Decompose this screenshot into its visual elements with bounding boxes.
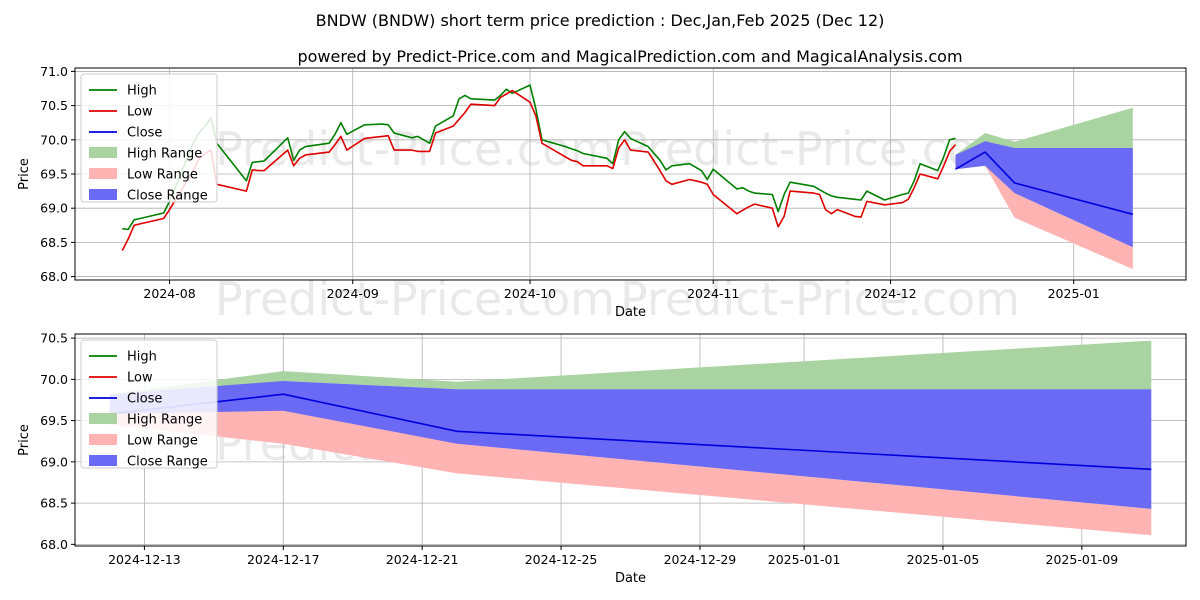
plot-frame bbox=[74, 333, 1187, 547]
legend: High Low Close High Range Low Range Close Ran… bbox=[80, 73, 218, 204]
y-tick-label: 69.0 bbox=[40, 201, 68, 216]
chart-subtitle: powered by Predict-Price.com and Magical… bbox=[297, 47, 962, 66]
x-tick-label: 2025-01-05 bbox=[907, 552, 980, 567]
x-tick-label: 2024-12-25 bbox=[525, 552, 598, 567]
legend-label: Low bbox=[127, 371, 153, 386]
x-axis-label: Date bbox=[615, 305, 646, 320]
legend-label: Close bbox=[127, 392, 162, 407]
watermark-text: Predict-Price.com bbox=[620, 122, 1020, 176]
watermark-text: Predict-Price.com bbox=[215, 272, 615, 326]
legend-swatch-close-range bbox=[89, 455, 117, 466]
y-axis-label: Price bbox=[17, 424, 32, 456]
legend-label: High Range bbox=[127, 147, 202, 162]
x-tick-label: 2024-12-13 bbox=[108, 552, 181, 567]
watermark-text: Predict-Price.com bbox=[620, 272, 1020, 326]
legend-label: High Range bbox=[127, 413, 202, 428]
high-range-band bbox=[109, 340, 1152, 411]
x-tick-label: 2024-08 bbox=[143, 286, 195, 301]
x-tick-label: 2024-12 bbox=[864, 286, 916, 301]
y-tick-label: 70.0 bbox=[40, 372, 68, 387]
legend-label: Low bbox=[127, 105, 153, 120]
legend-swatch-low-range bbox=[89, 168, 117, 179]
bottom-panel: Predict-Price.comPredict-Price.com2024-1… bbox=[17, 331, 1187, 586]
y-tick-label: 68.0 bbox=[40, 269, 68, 284]
legend-label: Close bbox=[127, 126, 162, 141]
legend-swatch-low-range bbox=[89, 434, 117, 445]
legend-label: Low Range bbox=[127, 168, 198, 183]
x-tick-label: 2024-12-21 bbox=[386, 552, 459, 567]
legend-swatch-high-range bbox=[89, 413, 117, 424]
legend-swatch-high-range bbox=[89, 147, 117, 158]
y-tick-label: 68.5 bbox=[40, 496, 68, 511]
legend-label: Close Range bbox=[127, 455, 208, 470]
legend-label: Low Range bbox=[127, 434, 198, 449]
high-series-line bbox=[122, 84, 956, 231]
x-tick-label: 2025-01-01 bbox=[768, 552, 841, 567]
legend: High Low Close High Range Low Range Close Ran… bbox=[80, 339, 218, 470]
low-range-band bbox=[109, 408, 1152, 536]
x-tick-label: 2024-09 bbox=[327, 286, 379, 301]
y-tick-label: 69.5 bbox=[40, 167, 68, 182]
x-tick-label: 2024-12-29 bbox=[664, 552, 737, 567]
y-tick-label: 68.5 bbox=[40, 235, 68, 250]
watermark-text: Predict-Price.com bbox=[215, 122, 615, 176]
y-tick-label: 70.0 bbox=[40, 132, 68, 147]
y-tick-label: 68.0 bbox=[40, 537, 68, 552]
close-range-band bbox=[955, 141, 1133, 248]
low-series-line bbox=[121, 89, 957, 251]
y-tick-label: 71.0 bbox=[40, 64, 68, 79]
legend-label: High bbox=[127, 84, 157, 99]
y-tick-label: 70.5 bbox=[40, 331, 68, 346]
top-panel: Predict-Price.com Predict-Price.comPredic… bbox=[17, 64, 1187, 326]
x-tick-label: 2024-11 bbox=[687, 286, 739, 301]
legend-label: Close Range bbox=[127, 189, 208, 204]
x-tick-label: 2024-12-17 bbox=[247, 552, 320, 567]
y-tick-label: 69.5 bbox=[40, 413, 68, 428]
chart-title: BNDW (BNDW) short term price prediction … bbox=[316, 11, 885, 30]
x-tick-label: 2024-10 bbox=[504, 286, 556, 301]
x-axis-label: Date bbox=[615, 571, 646, 586]
legend-label: High bbox=[127, 350, 157, 365]
y-axis-label: Price bbox=[17, 158, 32, 190]
x-tick-label: 2025-01-09 bbox=[1046, 552, 1119, 567]
y-tick-label: 69.0 bbox=[40, 454, 68, 469]
close-prediction-line bbox=[955, 151, 1134, 216]
low-range-band bbox=[955, 163, 1133, 270]
y-tick-label: 70.5 bbox=[40, 98, 68, 113]
x-tick-label: 2025-01 bbox=[1048, 286, 1100, 301]
legend-swatch-close-range bbox=[89, 189, 117, 200]
plot-frame bbox=[74, 67, 1187, 281]
